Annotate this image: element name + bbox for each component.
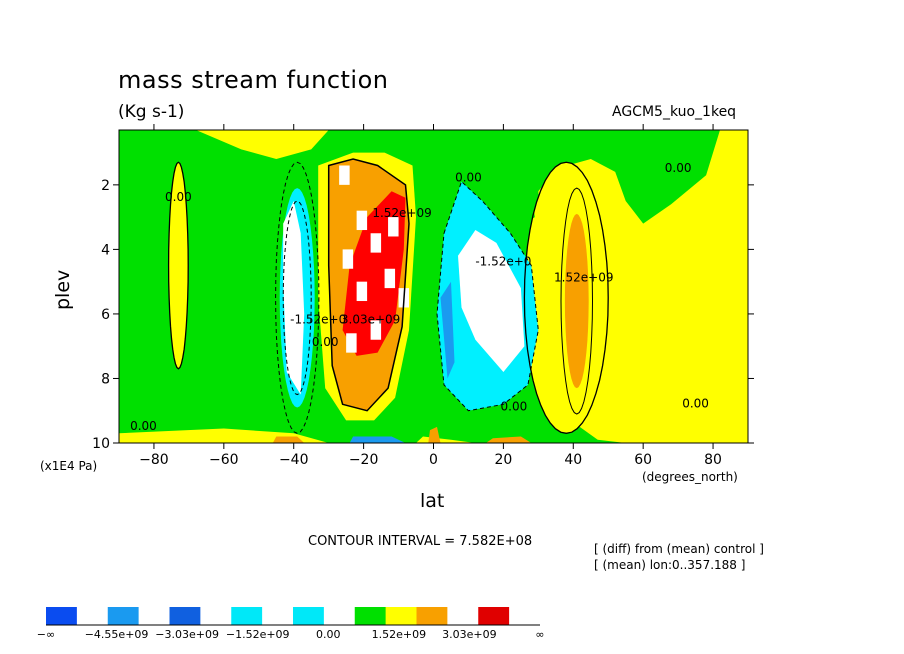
contour-label: 0.00	[665, 161, 692, 175]
colorbar-swatch	[354, 607, 387, 625]
y-axis-label: plev	[52, 269, 74, 310]
contour-label: 0.00	[130, 419, 157, 433]
dataset-label: AGCM5_kuo_1keq	[612, 104, 737, 120]
contour-label: 1.52e+09	[554, 271, 613, 285]
contour-label: 0.00	[312, 335, 339, 349]
bottom-band	[428, 426, 441, 443]
y-tick-label: 2	[101, 178, 110, 194]
positive-region	[168, 162, 189, 369]
x-tick-label: −40	[279, 452, 309, 468]
core-cell	[384, 268, 396, 289]
colorbar-swatch	[46, 607, 78, 625]
contour-label: 0.00	[682, 397, 709, 411]
bottom-band	[349, 436, 406, 443]
x-tick-label: 20	[494, 452, 512, 468]
negative-core	[458, 230, 525, 372]
dashed-contour	[436, 180, 539, 412]
colorbar-label: −1.52e+09	[226, 628, 290, 641]
colorbar-swatch	[231, 607, 263, 625]
zero-contour	[167, 161, 189, 370]
contour-label: -1.52e+0	[475, 255, 531, 269]
x-tick-label: −20	[349, 452, 379, 468]
colorbar-swatch	[323, 607, 356, 625]
x-axis-label: lat	[420, 490, 445, 512]
zero-contour	[523, 161, 609, 434]
x-tick-label: 40	[564, 452, 582, 468]
contour-line	[560, 187, 594, 415]
positive-region	[119, 130, 329, 159]
colorbar-label: −∞	[37, 628, 55, 641]
x-tick-label: 0	[429, 452, 438, 468]
colorbar-swatch	[138, 607, 170, 625]
zero-contour	[327, 158, 410, 412]
y-tick-label: 8	[101, 371, 110, 387]
diff-note: [ (diff) from (mean) control ]	[594, 542, 764, 556]
negative-core	[283, 201, 305, 395]
colorbar-swatch	[107, 607, 140, 625]
colorbar-label: −4.55e+09	[85, 628, 149, 641]
mean-note: [ (mean) lon:0..357.188 ]	[594, 558, 746, 572]
dashed-contour	[282, 200, 312, 396]
core-cell	[370, 233, 382, 253]
y-tick-label: 4	[101, 242, 110, 258]
contour-label: 1.52e+09	[372, 206, 431, 220]
x-tick-label: 80	[704, 452, 722, 468]
y-tick-label: 6	[101, 307, 110, 323]
colorbar-label: ∞	[535, 628, 544, 641]
contour-label: -1.52e+0	[290, 313, 346, 327]
x-tick-label: −60	[209, 452, 239, 468]
contour-label: 0.00	[455, 171, 482, 185]
x-tick-label: 60	[634, 452, 652, 468]
colorbar-label: 0.00	[316, 628, 341, 641]
contour-label: 3.03e+09	[341, 313, 400, 327]
colorbar-swatch	[478, 607, 510, 625]
core-cell	[339, 165, 350, 185]
colorbar-swatch	[200, 607, 232, 625]
colorbar-label: 1.52e+09	[372, 628, 426, 641]
negative-core-blue	[440, 281, 455, 379]
core-cell	[356, 281, 368, 302]
positive-cell-orange	[564, 213, 589, 389]
dashed-contour	[275, 161, 320, 434]
x-axis-unit: (degrees_north)	[642, 470, 738, 484]
colorbar-swatch	[293, 607, 325, 625]
colorbar-swatch	[509, 607, 541, 625]
contour-interval-label: CONTOUR INTERVAL = 7.582E+08	[308, 534, 533, 549]
colorbar-swatch	[76, 607, 109, 625]
contour-label: 0.00	[501, 400, 528, 414]
core-cell	[388, 217, 399, 237]
x-tick-label: −80	[139, 452, 169, 468]
core-cell	[346, 333, 357, 353]
colorbar-label: −3.03e+09	[155, 628, 219, 641]
chart-title: mass stream function	[118, 66, 389, 94]
core-cell	[356, 210, 368, 231]
y-tick-label: 10	[92, 436, 110, 452]
colorbar-swatch	[169, 607, 201, 625]
y-axis-unit: (x1E4 Pa)	[40, 459, 98, 473]
bottom-band	[485, 436, 532, 443]
bottom-band	[272, 436, 305, 443]
colorbar-swatch	[262, 607, 294, 625]
colorbar-swatch	[447, 607, 479, 625]
chart-units: (Kg s-1)	[118, 102, 185, 122]
colorbar-label: 3.03e+09	[442, 628, 496, 641]
colorbar-swatch	[416, 607, 448, 625]
contour-label: 0.00	[165, 190, 192, 204]
core-cell	[342, 249, 354, 269]
core-cell	[370, 320, 382, 340]
colorbar-swatch	[385, 607, 417, 625]
